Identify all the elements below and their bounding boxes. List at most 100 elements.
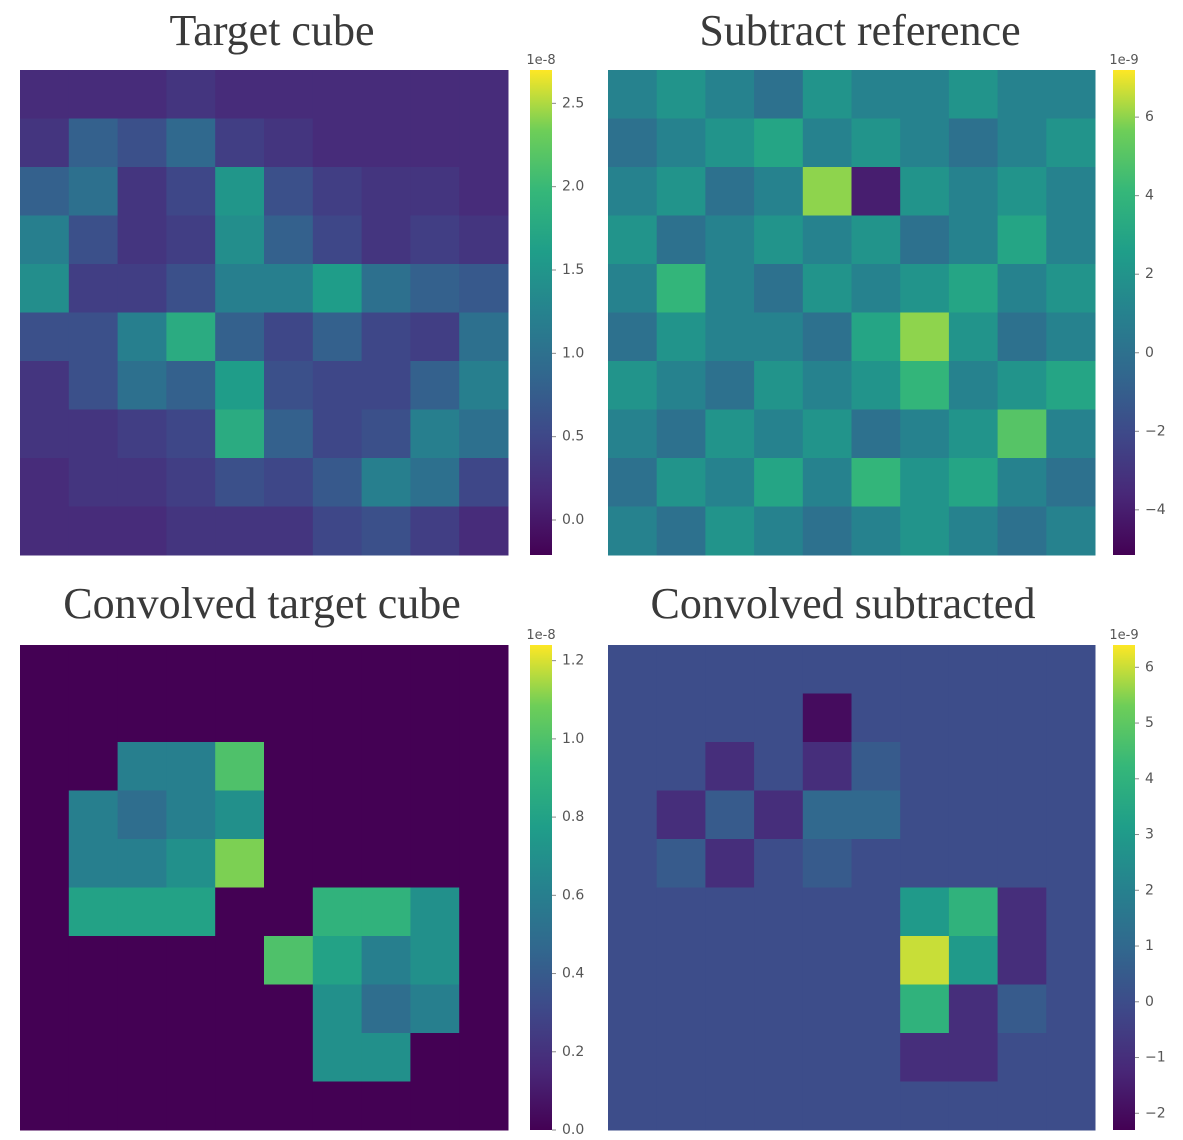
- heatmap-cell: [117, 790, 167, 840]
- heatmap-cell: [68, 361, 119, 410]
- heatmap-cell: [608, 312, 658, 362]
- heatmap-cell: [264, 742, 314, 791]
- heatmap-cell: [166, 790, 216, 840]
- heatmap-cell: [459, 506, 509, 556]
- heatmap-cell: [117, 312, 167, 362]
- heatmap-cell: [754, 264, 804, 313]
- heatmap-cell: [997, 167, 1047, 216]
- heatmap-cell: [361, 70, 411, 119]
- heatmap-cell: [948, 167, 999, 216]
- heatmap-cell: [1046, 645, 1096, 694]
- colorbar-tick-label: 6: [1145, 109, 1154, 125]
- heatmap-cell: [312, 167, 363, 216]
- heatmap-cell: [361, 264, 411, 313]
- heatmap-cell: [264, 458, 314, 507]
- heatmap-cell: [361, 458, 411, 507]
- heatmap-cell: [459, 742, 509, 791]
- heatmap-cell: [312, 361, 363, 410]
- heatmap-cell: [656, 506, 706, 556]
- heatmap-cell: [166, 312, 216, 362]
- heatmap-cell: [264, 70, 314, 119]
- heatmap-cell: [656, 458, 706, 507]
- heatmap-cell: [997, 936, 1047, 985]
- heatmap-cell: [997, 693, 1047, 743]
- heatmap-cell: [117, 70, 167, 119]
- heatmap-cell: [264, 936, 314, 985]
- heatmap-cell: [361, 312, 411, 362]
- heatmap-cell: [68, 264, 119, 313]
- heatmap-cell: [410, 167, 460, 216]
- heatmap-cell: [215, 790, 265, 840]
- heatmap-cell: [656, 361, 706, 410]
- heatmap-cell: [215, 361, 265, 410]
- colorbar-tick-label: 2: [1145, 882, 1154, 898]
- heatmap-cell: [900, 312, 950, 362]
- heatmap-cell: [312, 312, 363, 362]
- colorbar-tick-label: 0.2: [562, 1044, 584, 1060]
- heatmap-cell: [361, 936, 411, 985]
- heatmap-cell: [948, 693, 999, 743]
- heatmap-cell: [166, 506, 216, 556]
- heatmap-cell: [608, 936, 658, 985]
- heatmap-cell: [948, 984, 999, 1034]
- heatmap-cell: [851, 1033, 901, 1082]
- heatmap-cell: [656, 167, 706, 216]
- heatmap-cell: [851, 936, 901, 985]
- heatmap-cell: [1046, 1081, 1096, 1131]
- heatmap-cell: [264, 790, 314, 840]
- heatmap-cell: [656, 790, 706, 840]
- heatmap-cell: [754, 742, 804, 791]
- heatmap-cell: [20, 1033, 70, 1082]
- heatmap-cell: [754, 458, 804, 507]
- heatmap-cell: [264, 984, 314, 1034]
- heatmap-cell: [705, 70, 755, 119]
- heatmap-cell: [166, 984, 216, 1034]
- heatmap-cell: [1046, 506, 1096, 556]
- heatmap-cell: [900, 167, 950, 216]
- heatmap-cell: [900, 215, 950, 265]
- heatmap-cell: [656, 742, 706, 791]
- heatmap-cell: [608, 215, 658, 265]
- heatmap-cell: [1046, 839, 1096, 888]
- colorbar-tick-label: −1: [1145, 1050, 1166, 1066]
- heatmap-cell: [608, 264, 658, 313]
- heatmap-cell: [215, 70, 265, 119]
- heatmap-cell: [900, 361, 950, 410]
- heatmap-cell: [459, 409, 509, 459]
- heatmap-cell: [117, 839, 167, 888]
- colorbar-tick-label: 2.5: [562, 95, 584, 111]
- heatmap-cell: [656, 118, 706, 168]
- heatmap-cell: [997, 458, 1047, 507]
- heatmap-cell: [410, 312, 460, 362]
- heatmap-cell: [264, 215, 314, 265]
- heatmap-cell: [459, 458, 509, 507]
- heatmap-cell: [608, 167, 658, 216]
- heatmap-cell: [459, 1033, 509, 1082]
- heatmap-cell: [900, 742, 950, 791]
- heatmap-cell: [68, 790, 119, 840]
- heatmap-cell: [997, 742, 1047, 791]
- heatmap-cell: [608, 1033, 658, 1082]
- heatmap-cell: [68, 887, 119, 937]
- heatmap-cell: [361, 693, 411, 743]
- heatmap-cell: [215, 118, 265, 168]
- heatmap-cell: [1046, 936, 1096, 985]
- heatmap-cell: [459, 839, 509, 888]
- colorbar-scale: 1e-9: [1109, 628, 1138, 643]
- heatmap-cell: [264, 645, 314, 694]
- heatmap-cell: [851, 506, 901, 556]
- heatmap-cell: [802, 936, 852, 985]
- heatmap-cell: [459, 264, 509, 313]
- heatmap-cell: [312, 645, 363, 694]
- heatmap-cell: [68, 506, 119, 556]
- heatmap-cell: [264, 118, 314, 168]
- heatmap-cell: [166, 409, 216, 459]
- heatmap-cell: [656, 264, 706, 313]
- heatmap-cell: [705, 742, 755, 791]
- colorbar-tick-label: 1.0: [562, 731, 584, 747]
- heatmap-cell: [948, 264, 999, 313]
- colorbar: [1113, 70, 1135, 555]
- heatmap-cell: [705, 1081, 755, 1131]
- heatmap-cell: [166, 70, 216, 119]
- heatmap-cell: [900, 887, 950, 937]
